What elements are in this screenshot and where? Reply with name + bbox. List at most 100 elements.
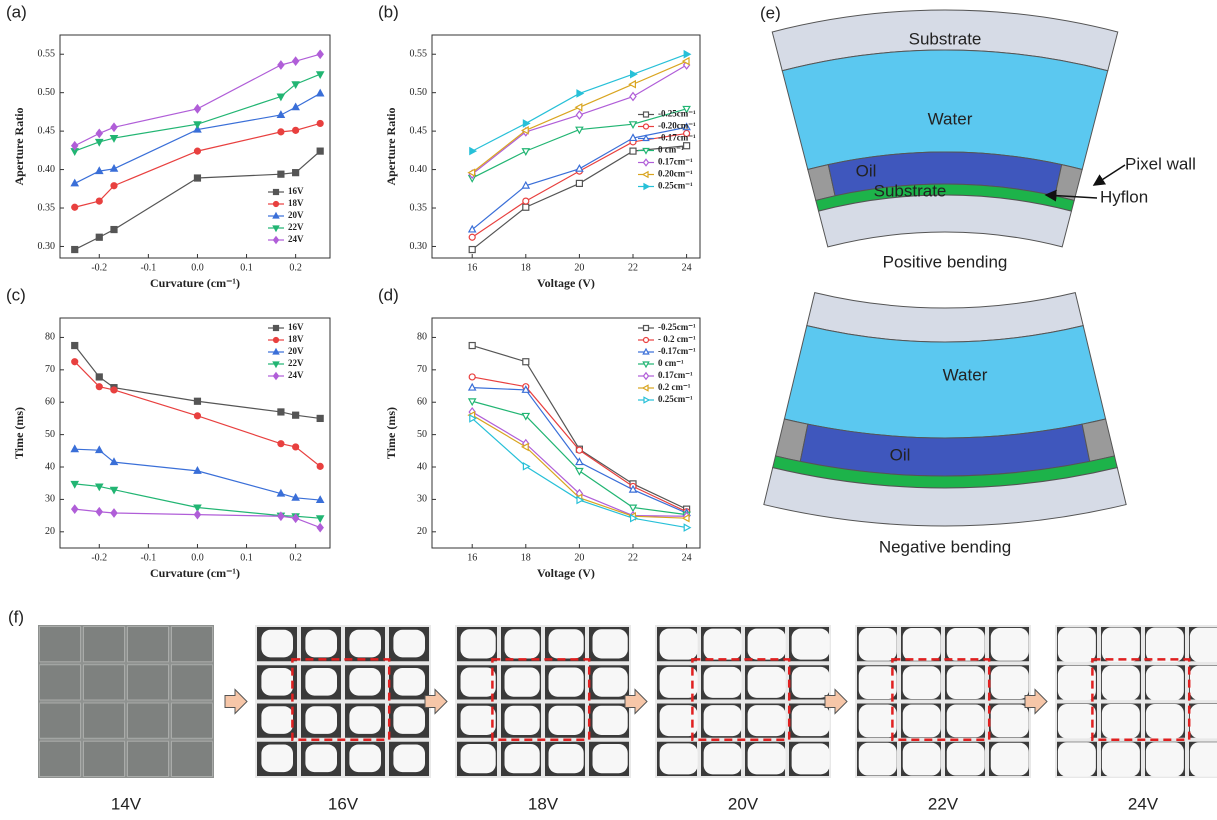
data-line: [74, 345, 321, 420]
image-label: 20V: [728, 794, 759, 813]
data-point: [521, 180, 531, 189]
legend-marker: [272, 200, 280, 208]
data-point: [629, 513, 638, 523]
x-axis-title: Curvature (cm⁻¹): [150, 566, 240, 580]
data-point: [193, 397, 202, 405]
pixel-open: [305, 744, 337, 773]
pixel-open: [548, 705, 584, 735]
data-point: [629, 91, 637, 102]
data-point: [95, 373, 103, 381]
legend-label: 0.17cm⁻¹: [658, 370, 693, 380]
x-tick-label: 20: [574, 262, 584, 273]
pixel-open: [902, 742, 941, 776]
pixel: [171, 664, 213, 701]
y-tick-label: 20: [417, 526, 427, 537]
y-tick-label: 0.55: [38, 49, 56, 60]
data-point: [682, 129, 691, 138]
y-tick-label: 70: [417, 364, 427, 375]
highlight: [691, 658, 791, 741]
data-point: [316, 462, 324, 470]
data-point: [70, 444, 80, 453]
pixel-open: [261, 668, 293, 696]
data-point: [468, 341, 476, 350]
x-tick-label: 18: [521, 262, 531, 273]
layer-label: Substrate: [909, 29, 982, 48]
pixel-open: [592, 743, 628, 774]
data-point: [521, 148, 531, 156]
pixel-open: [747, 628, 786, 660]
data-point: [575, 446, 584, 454]
data-point: [628, 504, 638, 513]
x-tick-label: -0.2: [91, 552, 107, 563]
y-axis-title: Aperture Ratio: [12, 107, 26, 185]
data-point: [193, 121, 202, 130]
pixel-open: [990, 628, 1029, 661]
layer: [817, 194, 1073, 248]
pixel-open: [261, 629, 293, 658]
pixel-open: [990, 704, 1029, 738]
panel-label: (d): [378, 285, 399, 304]
data-point: [292, 169, 300, 177]
data-point: [315, 71, 325, 80]
pixel-open: [305, 629, 337, 658]
data-point: [291, 102, 300, 111]
legend-label: 20V: [288, 346, 304, 356]
data-point: [70, 480, 80, 489]
arrow: [1024, 688, 1048, 715]
data-point: [291, 81, 300, 90]
data-point: [193, 147, 202, 155]
y-tick-label: 30: [45, 494, 55, 505]
pixel-open: [460, 705, 496, 735]
x-tick-label: 18: [521, 552, 531, 563]
legend-label: 0.25cm⁻¹: [658, 394, 693, 404]
pixel-open: [548, 667, 584, 697]
pixel: [83, 626, 125, 663]
x-tick-label: 0.1: [240, 262, 253, 273]
y-tick-label: 0.35: [38, 202, 56, 213]
pixel-open: [946, 742, 985, 776]
panel-label: (c): [6, 285, 26, 304]
layer-label: Substrate: [874, 181, 947, 200]
legend-marker: [642, 158, 650, 167]
legend-marker: [272, 361, 280, 369]
x-axis-title: Voltage (V): [537, 566, 595, 580]
data-point: [71, 358, 79, 366]
pixel-open: [858, 628, 897, 661]
pixel-open: [592, 705, 628, 735]
arrow: [824, 688, 848, 715]
data-point: [576, 89, 585, 98]
pixel-open: [946, 704, 985, 738]
x-tick-label: 22: [628, 552, 638, 563]
pixel-open: [460, 667, 496, 697]
legend-label: 18V: [288, 198, 304, 208]
pixel-open: [791, 628, 830, 660]
data-point: [276, 110, 286, 118]
pixel-open: [1101, 703, 1140, 739]
data-point: [629, 147, 637, 155]
data-point: [681, 56, 690, 66]
pixel-open: [1057, 703, 1096, 739]
legend-label: - 0.2 cm⁻¹: [658, 334, 696, 344]
arrow: [1044, 189, 1098, 202]
data-point: [576, 495, 585, 505]
plot-frame: [431, 34, 701, 259]
pixel-open: [504, 743, 540, 774]
y-tick-label: 0.45: [410, 125, 428, 136]
legend-marker: [272, 324, 280, 332]
pixel-open: [747, 705, 786, 737]
legend-label: 24V: [288, 370, 304, 380]
legend-marker: [272, 211, 280, 219]
pixel-open: [659, 705, 698, 737]
arrow: [424, 688, 448, 715]
y-axis-title: Time (ms): [12, 407, 26, 459]
data-point: [467, 382, 477, 391]
pixel-open: [858, 666, 897, 700]
x-tick-label: 0.0: [191, 262, 204, 273]
data-point: [94, 138, 104, 147]
legend-label: 22V: [288, 358, 304, 368]
data-point: [469, 414, 478, 423]
data-point: [316, 522, 324, 533]
data-point: [467, 398, 477, 407]
x-tick-label: 20: [574, 552, 584, 563]
image-label: 14V: [111, 794, 142, 813]
